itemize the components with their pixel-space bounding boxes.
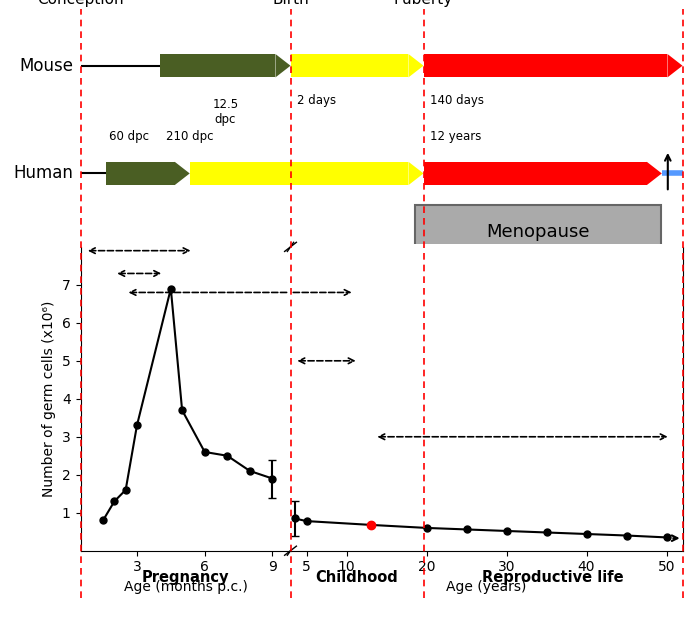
Text: 12.5
dpc: 12.5 dpc xyxy=(212,99,239,127)
X-axis label: Age (years): Age (years) xyxy=(447,580,526,594)
Text: Menopause: Menopause xyxy=(486,223,590,241)
Text: Puberty: Puberty xyxy=(394,0,453,7)
Bar xyxy=(290,54,409,77)
FancyArrow shape xyxy=(409,161,423,185)
Text: Pregnancy: Pregnancy xyxy=(141,570,230,585)
Text: Human: Human xyxy=(13,165,74,182)
FancyArrow shape xyxy=(175,161,190,185)
FancyBboxPatch shape xyxy=(414,205,662,259)
Bar xyxy=(424,54,668,77)
X-axis label: Age (months p.c.): Age (months p.c.) xyxy=(124,580,247,594)
Text: Reproductive life: Reproductive life xyxy=(482,570,624,585)
FancyArrow shape xyxy=(409,54,423,77)
Text: 60 dpc: 60 dpc xyxy=(108,130,148,143)
Y-axis label: Number of germ cells (x10⁶): Number of germ cells (x10⁶) xyxy=(42,301,56,497)
Bar xyxy=(106,161,175,185)
Text: 210 dpc: 210 dpc xyxy=(166,130,214,143)
Text: Childhood: Childhood xyxy=(316,570,398,585)
FancyArrow shape xyxy=(275,54,290,77)
Bar xyxy=(190,161,409,185)
Text: 2 days: 2 days xyxy=(297,94,335,107)
Text: Conception: Conception xyxy=(37,0,124,7)
Text: Mouse: Mouse xyxy=(20,57,74,75)
FancyArrow shape xyxy=(667,54,682,77)
Bar xyxy=(424,161,647,185)
FancyArrow shape xyxy=(647,161,662,185)
Text: 140 days: 140 days xyxy=(430,94,484,107)
Text: Birth: Birth xyxy=(272,0,309,7)
Bar xyxy=(160,54,275,77)
Text: 12 years: 12 years xyxy=(430,130,481,143)
